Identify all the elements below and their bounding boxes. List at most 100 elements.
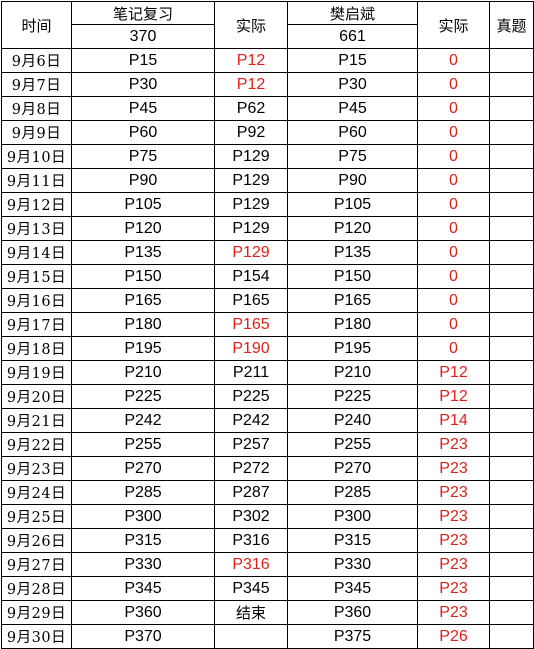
table-row: 9月8日 P45 P62 P45 0 <box>1 96 534 121</box>
table-row: 9月30日 P370 P375 P26 <box>1 624 534 649</box>
exam-cell <box>489 264 534 289</box>
fan-plan-cell: P315 <box>287 528 418 553</box>
date-cell: 9月18日 <box>1 336 72 361</box>
notes-plan-cell: P30 <box>71 72 215 97</box>
exam-cell <box>489 480 534 505</box>
notes-actual-cell: 结束 <box>214 600 288 625</box>
fan-plan-cell: P345 <box>287 576 418 601</box>
notes-plan-cell: P165 <box>71 288 215 313</box>
notes-actual-cell: P129 <box>214 192 288 217</box>
time-header: 时间 <box>1 1 72 49</box>
date-cell: 9月22日 <box>1 432 72 457</box>
exam-cell <box>489 216 534 241</box>
exam-cell <box>489 600 534 625</box>
date-cell: 9月23日 <box>1 456 72 481</box>
fan-plan-cell: P285 <box>287 480 418 505</box>
table-row: 9月11日 P90 P129 P90 0 <box>1 168 534 193</box>
notes-plan-cell: P300 <box>71 504 215 529</box>
exam-cell <box>489 360 534 385</box>
date-cell: 9月7日 <box>1 72 72 97</box>
exam-cell <box>489 624 534 649</box>
notes-actual-cell: P225 <box>214 384 288 409</box>
notes-plan-cell: P15 <box>71 48 215 73</box>
fan-actual-cell: P23 <box>417 480 490 505</box>
header-row-2: 370 661 <box>2 24 534 49</box>
fan-actual-cell: 0 <box>417 216 490 241</box>
notes-plan-cell: P242 <box>71 408 215 433</box>
notes-plan-cell: P195 <box>71 336 215 361</box>
table-row: 9月17日 P180 P165 P180 0 <box>1 312 534 337</box>
notes-plan-cell: P210 <box>71 360 215 385</box>
fan-plan-cell: P210 <box>287 360 418 385</box>
fan-actual-cell: P23 <box>417 576 490 601</box>
fan-plan-cell: P120 <box>287 216 418 241</box>
date-cell: 9月26日 <box>1 528 72 553</box>
notes-actual-cell: P129 <box>214 144 288 169</box>
fan-plan-cell: P75 <box>287 144 418 169</box>
notes-plan-cell: P315 <box>71 528 215 553</box>
notes-plan-cell: P180 <box>71 312 215 337</box>
fan-actual-cell: P23 <box>417 600 490 625</box>
fan-qibin-total: 661 <box>287 24 418 49</box>
fan-actual-cell: P23 <box>417 504 490 529</box>
fan-plan-cell: P30 <box>287 72 418 97</box>
table-row: 9月7日 P30 P12 P30 0 <box>1 72 534 97</box>
fan-plan-cell: P270 <box>287 456 418 481</box>
exam-cell <box>489 96 534 121</box>
notes-actual-cell: P165 <box>214 312 288 337</box>
notes-actual-cell: P165 <box>214 288 288 313</box>
date-cell: 9月19日 <box>1 360 72 385</box>
notes-plan-cell: P90 <box>71 168 215 193</box>
notes-review-header: 笔记复习 <box>71 1 215 25</box>
notes-actual-cell: P316 <box>214 528 288 553</box>
table-row: 9月21日 P242 P242 P240 P14 <box>1 408 534 433</box>
notes-plan-cell: P150 <box>71 264 215 289</box>
table-row: 9月6日 P15 P12 P15 0 <box>1 48 534 73</box>
table-row: 9月29日 P360 结束 P360 P23 <box>1 600 534 625</box>
notes-plan-cell: P370 <box>71 624 215 649</box>
notes-actual-cell: P129 <box>214 240 288 265</box>
date-cell: 9月24日 <box>1 480 72 505</box>
table-row: 9月24日 P285 P287 P285 P23 <box>1 480 534 505</box>
notes-actual-cell: P211 <box>214 360 288 385</box>
fan-plan-cell: P180 <box>287 312 418 337</box>
notes-actual-cell: P190 <box>214 336 288 361</box>
notes-actual-cell: P92 <box>214 120 288 145</box>
table-row: 9月25日 P300 P302 P300 P23 <box>1 504 534 529</box>
exam-cell <box>489 144 534 169</box>
table-row: 9月13日 P120 P129 P120 0 <box>1 216 534 241</box>
fan-actual-cell: 0 <box>417 48 490 73</box>
fan-actual-cell: 0 <box>417 72 490 97</box>
notes-review-total: 370 <box>71 24 215 49</box>
fan-plan-cell: P60 <box>287 120 418 145</box>
notes-plan-cell: P285 <box>71 480 215 505</box>
exam-cell <box>489 336 534 361</box>
fan-actual-cell: 0 <box>417 120 490 145</box>
fan-actual-cell: 0 <box>417 96 490 121</box>
exam-cell <box>489 408 534 433</box>
date-cell: 9月16日 <box>1 288 72 313</box>
fan-actual-cell: 0 <box>417 288 490 313</box>
exam-cell <box>489 72 534 97</box>
fan-actual-cell: P23 <box>417 456 490 481</box>
date-cell: 9月21日 <box>1 408 72 433</box>
actual-header-2: 实际 <box>417 1 490 49</box>
fan-plan-cell: P90 <box>287 168 418 193</box>
fan-actual-cell: P23 <box>417 528 490 553</box>
table-row: 9月12日 P105 P129 P105 0 <box>1 192 534 217</box>
exam-cell <box>489 552 534 577</box>
date-cell: 9月17日 <box>1 312 72 337</box>
date-cell: 9月11日 <box>1 168 72 193</box>
fan-actual-cell: 0 <box>417 312 490 337</box>
notes-plan-cell: P255 <box>71 432 215 457</box>
date-cell: 9月6日 <box>1 48 72 73</box>
notes-actual-cell: P316 <box>214 552 288 577</box>
table-row: 9月15日 P150 P154 P150 0 <box>1 264 534 289</box>
fan-plan-cell: P375 <box>287 624 418 649</box>
date-cell: 9月15日 <box>1 264 72 289</box>
fan-actual-cell: 0 <box>417 168 490 193</box>
notes-plan-cell: P105 <box>71 192 215 217</box>
date-cell: 9月10日 <box>1 144 72 169</box>
actual-header-1: 实际 <box>214 1 288 49</box>
notes-actual-cell: P129 <box>214 168 288 193</box>
